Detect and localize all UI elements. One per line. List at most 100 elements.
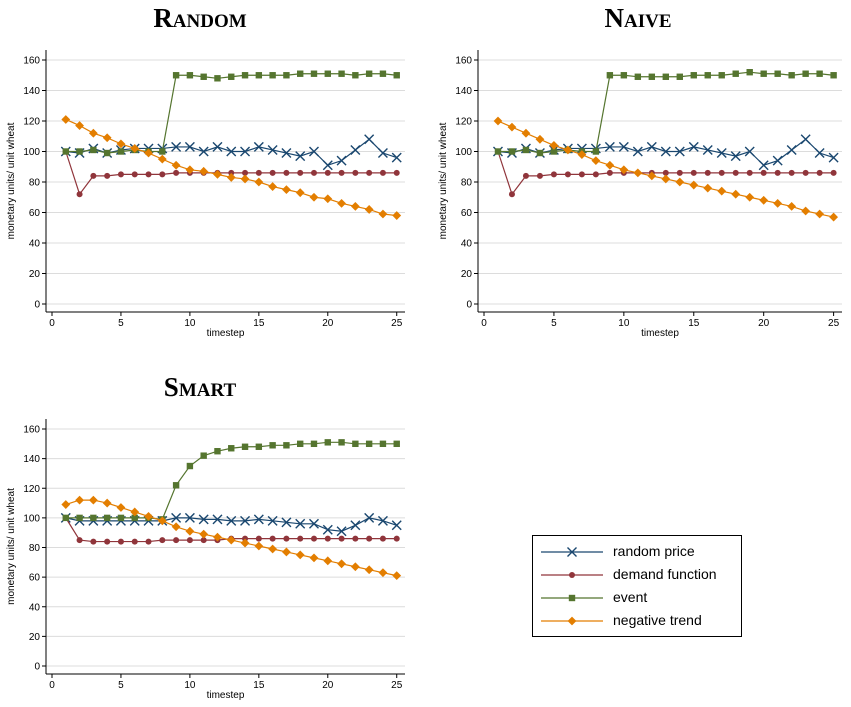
data-point-random-price	[308, 146, 319, 157]
data-point-event	[200, 452, 207, 459]
data-point-negative-trend	[144, 511, 153, 521]
data-point-demand-function	[760, 169, 767, 176]
legend-marker	[569, 572, 575, 578]
y-tick-label: 120	[23, 117, 40, 128]
data-point-event	[508, 148, 516, 155]
data-point-random-price	[322, 160, 333, 171]
data-point-negative-trend	[829, 212, 839, 222]
data-point-negative-trend	[185, 526, 195, 536]
x-tick-label: 10	[618, 318, 630, 329]
y-tick-label: 140	[455, 86, 472, 97]
data-point-event	[774, 70, 781, 77]
x-tick-label: 25	[828, 318, 840, 329]
data-point-event	[62, 148, 69, 155]
data-point-random-price	[184, 512, 195, 523]
data-point-demand-function	[117, 171, 124, 178]
data-point-demand-function	[746, 169, 753, 176]
data-point-negative-trend	[337, 559, 346, 569]
data-point-demand-function	[90, 172, 97, 179]
data-point-negative-trend	[563, 145, 573, 155]
x-tick-label: 0	[481, 318, 487, 329]
chart-random: 0 20 40 60 80 100 120 140 160 0 5 10 15 20 25 timestep m…	[6, 50, 405, 339]
y-tick-label: 100	[23, 513, 40, 524]
legend-item-random-price: random price	[533, 542, 741, 562]
data-point-demand-function	[186, 537, 193, 544]
data-point-demand-function	[366, 535, 373, 542]
data-point-random-price	[281, 517, 292, 528]
data-point-event	[103, 149, 111, 157]
x-tick-label: 15	[688, 318, 700, 329]
y-tick-label: 40	[461, 239, 473, 250]
data-point-negative-trend	[801, 206, 811, 216]
data-point-random-price	[814, 148, 825, 159]
data-point-negative-trend	[689, 180, 699, 190]
x-tick-label: 25	[391, 680, 403, 691]
data-point-negative-trend	[88, 128, 98, 138]
x-tick-label: 20	[322, 680, 334, 691]
legend-label: negative trend	[613, 612, 702, 628]
legend-label: demand function	[613, 566, 717, 582]
data-point-random-price	[786, 144, 797, 155]
legend-marker	[567, 616, 577, 626]
data-point-negative-trend	[337, 198, 346, 208]
x-tick-label: 0	[49, 680, 55, 691]
data-point-demand-function	[310, 169, 317, 176]
data-point-event	[131, 514, 138, 522]
x-tick-label: 10	[184, 680, 196, 691]
data-point-demand-function	[228, 169, 235, 176]
data-point-event	[393, 72, 400, 79]
series-line-event	[497, 71, 834, 154]
data-point-random-price	[240, 146, 251, 157]
data-point-event	[522, 146, 530, 154]
data-point-event	[200, 73, 207, 80]
data-point-negative-trend	[364, 205, 374, 214]
data-point-event	[159, 148, 166, 155]
data-point-demand-function	[393, 535, 400, 542]
data-point-random-price	[377, 148, 388, 159]
data-point-negative-trend	[61, 500, 71, 509]
data-point-negative-trend	[378, 209, 388, 219]
data-point-random-price	[364, 134, 375, 145]
data-point-demand-function	[352, 169, 359, 176]
data-point-negative-trend	[759, 195, 769, 205]
data-point-negative-trend	[88, 495, 98, 505]
data-point-negative-trend	[591, 156, 601, 166]
data-point-event	[186, 462, 194, 470]
data-point-demand-function	[269, 169, 276, 176]
data-point-event	[620, 72, 628, 79]
data-point-event	[606, 72, 614, 79]
data-point-demand-function	[578, 171, 585, 178]
data-point-random-price	[350, 144, 361, 155]
data-point-event	[172, 482, 180, 489]
data-point-random-price	[226, 515, 237, 526]
data-point-negative-trend	[787, 202, 797, 211]
data-point-event	[352, 440, 359, 448]
data-point-random-price	[322, 524, 333, 535]
data-point-event	[676, 73, 683, 80]
legend-label: random price	[613, 543, 695, 559]
data-point-random-price	[391, 152, 402, 163]
data-point-event	[338, 70, 345, 77]
series-line-negative-trend	[497, 120, 834, 218]
data-point-demand-function	[550, 171, 557, 178]
legend-swatch-square-icon	[541, 594, 603, 602]
data-point-negative-trend	[535, 134, 545, 144]
data-point-event	[241, 72, 249, 79]
y-tick-label: 0	[34, 662, 40, 673]
data-point-demand-function	[338, 535, 345, 542]
data-point-random-price	[281, 148, 292, 159]
legend-marker	[567, 547, 577, 557]
data-point-random-price	[267, 515, 278, 526]
data-point-negative-trend	[116, 139, 126, 149]
legend-swatch-x-icon	[541, 547, 603, 557]
data-point-negative-trend	[350, 562, 360, 572]
x-tick-label: 0	[49, 318, 55, 329]
data-point-negative-trend	[507, 122, 517, 132]
y-axis-label: monetary units/ unit wheat	[6, 122, 17, 239]
x-tick-label: 15	[253, 680, 265, 691]
data-point-negative-trend	[254, 541, 264, 551]
data-point-random-price	[253, 141, 264, 152]
chart-naive: 0 20 40 60 80 100 120 140 160 0 5 10 15 20 25 timestep m…	[438, 50, 842, 339]
data-point-random-price	[308, 518, 319, 529]
data-point-event	[214, 75, 221, 82]
